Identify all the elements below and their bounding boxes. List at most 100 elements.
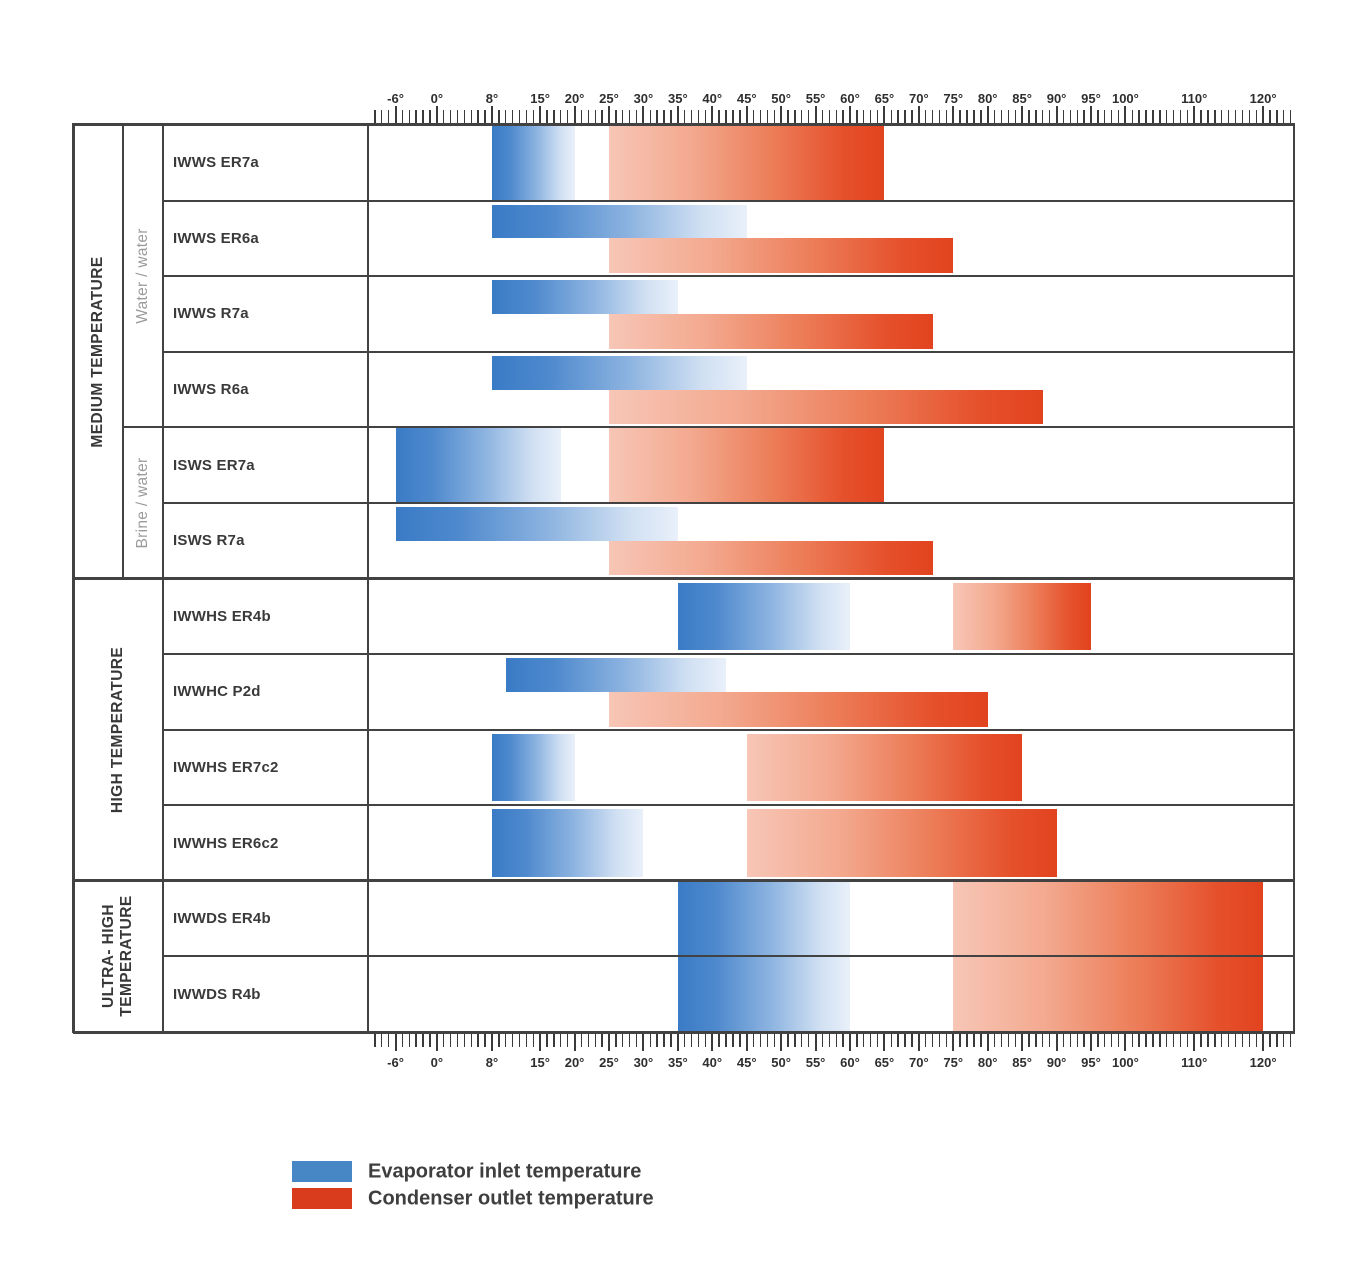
top-axis-tick [952, 106, 955, 123]
bottom-axis-tick [615, 1034, 617, 1047]
bottom-axis-tick-label: 50° [771, 1055, 791, 1070]
model-label: IWWHC P2d [173, 683, 261, 701]
top-axis-tick [553, 110, 555, 123]
bottom-axis-tick [690, 1034, 693, 1047]
top-axis-tick [615, 110, 617, 123]
top-axis-tick [904, 110, 906, 123]
bottom-axis-tick [1097, 1034, 1099, 1047]
bottom-axis-tick [745, 1034, 748, 1051]
bottom-axis-tick [925, 1034, 927, 1047]
top-axis-tick [1200, 110, 1202, 123]
bottom-axis-tick [566, 1034, 569, 1047]
bottom-axis-tick-label: 45° [736, 1055, 757, 1070]
bottom-axis-tick [622, 1034, 624, 1047]
evaporator-bar [677, 880, 850, 957]
bottom-axis-tick [856, 1034, 858, 1047]
bottom-axis-tick [1179, 1034, 1182, 1047]
top-axis-tick [415, 110, 417, 123]
top-axis-tick [1110, 110, 1113, 123]
bottom-axis-tick [1089, 1034, 1092, 1051]
top-axis-tick [670, 110, 672, 123]
bottom-axis-tick [1207, 1034, 1209, 1047]
evaporator-bar [491, 733, 575, 802]
bottom-axis-tick [938, 1034, 941, 1047]
top-axis-tick [794, 110, 796, 123]
top-axis-tick [993, 110, 996, 123]
bottom-axis-tick [828, 1034, 831, 1047]
group-cell: MEDIUM TEMPERATURE [73, 125, 123, 579]
subgroup-column-line [122, 125, 124, 579]
top-axis-tick [663, 110, 665, 123]
condenser-swatch-icon [292, 1188, 352, 1209]
top-axis-tick-label: 35° [668, 91, 688, 106]
top-axis-tick [566, 110, 569, 123]
bottom-axis-tick [807, 1034, 810, 1047]
evaporator-bar [395, 506, 678, 541]
top-axis-tick [1014, 110, 1016, 123]
top-axis-tick [449, 110, 452, 123]
model-label: IWWHS ER6c2 [173, 834, 279, 852]
bottom-axis-tick [553, 1034, 555, 1047]
top-axis-tick [1255, 110, 1257, 123]
bottom-axis-tick-label: 70° [908, 1055, 929, 1070]
top-axis-tick [635, 110, 638, 123]
subgroup-separator-line [123, 426, 1295, 429]
bottom-axis-tick [697, 1034, 700, 1047]
bottom-axis-tick-label: 65° [874, 1055, 895, 1070]
bottom-axis-tick [725, 1034, 727, 1047]
bottom-axis-tick [1042, 1034, 1044, 1047]
top-axis-tick [1131, 110, 1133, 123]
row-separator-line [163, 501, 1295, 504]
bottom-axis-tick [470, 1034, 472, 1047]
bottom-axis-tick [628, 1034, 631, 1047]
condenser-bar [953, 880, 1264, 957]
bottom-axis-tick [525, 1034, 528, 1047]
bottom-axis-tick [890, 1034, 892, 1047]
model-label: IWWS R6a [173, 381, 249, 399]
bottom-axis-tick [980, 1034, 982, 1047]
bottom-axis-tick-label: 100° [1111, 1055, 1139, 1070]
top-axis-tick [1089, 106, 1092, 123]
evaporator-bar [491, 355, 747, 390]
bottom-axis-tick [1276, 1034, 1278, 1047]
top-axis-tick [697, 110, 700, 123]
bottom-axis-tick [1062, 1034, 1065, 1047]
row-separator-line [163, 804, 1295, 807]
bottom-axis-tick [518, 1034, 521, 1047]
evaporator-swatch-icon [292, 1161, 352, 1182]
top-axis-tick-label: 95° [1081, 91, 1101, 106]
bottom-axis-tick [863, 1034, 865, 1047]
top-axis-tick-label: 70° [908, 91, 929, 106]
bottom-axis-tick [814, 1034, 817, 1051]
top-axis-tick [684, 110, 686, 123]
top-axis-tick [890, 110, 892, 123]
bottom-axis-tick [1000, 1034, 1003, 1047]
bottom-axis-tick [966, 1034, 968, 1047]
bottom-axis-tick [435, 1034, 438, 1051]
evaporator-bar [677, 956, 850, 1032]
top-axis-tick [1104, 110, 1106, 123]
model-label: IWWDS ER4b [173, 910, 271, 928]
top-axis-tick [739, 110, 741, 123]
top-axis-tick [607, 106, 610, 123]
top-axis-tick [387, 110, 390, 123]
top-axis-tick [945, 110, 948, 123]
bottom-axis-tick [560, 1034, 562, 1047]
bottom-axis-tick [1104, 1034, 1106, 1047]
row-separator-line [163, 199, 1295, 202]
condenser-bar [608, 126, 885, 200]
top-axis-tick [1145, 110, 1147, 123]
bottom-axis-tick [986, 1034, 989, 1051]
bottom-axis-tick [1014, 1034, 1016, 1047]
subgroup-cell: Water / water [123, 125, 163, 427]
bottom-axis-tick [718, 1034, 720, 1047]
evaporator-bar [491, 809, 644, 877]
top-axis-tick [1283, 110, 1285, 123]
bottom-axis-tick [484, 1034, 486, 1047]
bottom-axis-tick [642, 1034, 645, 1051]
top-axis-tick [1152, 110, 1154, 123]
bottom-axis-tick [587, 1034, 590, 1047]
evaporator-bar [677, 582, 850, 651]
bottom-axis-tick [415, 1034, 417, 1047]
